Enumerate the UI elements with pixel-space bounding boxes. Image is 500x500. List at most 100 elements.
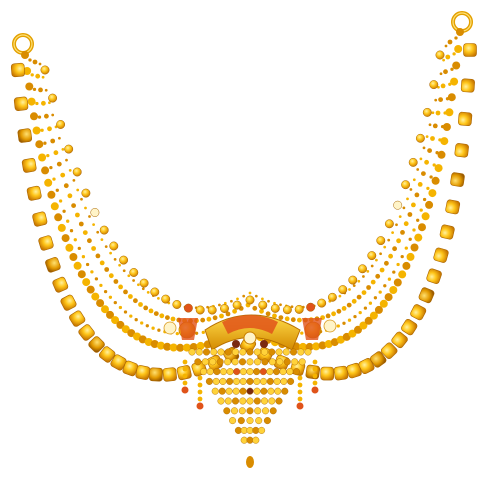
- pendant-bead: [259, 368, 267, 376]
- pendant-bead: [261, 348, 269, 356]
- chain-link: [61, 148, 65, 151]
- chain-link: [402, 206, 406, 210]
- chain-link: [223, 301, 227, 305]
- chain-link: [393, 278, 402, 287]
- chain-link: [212, 315, 218, 321]
- chain-link: [159, 313, 165, 319]
- chain-link: [236, 297, 239, 301]
- chain-link: [194, 331, 199, 335]
- chain-link: [84, 206, 87, 210]
- chain-link: [106, 310, 114, 319]
- chain-link: [165, 315, 170, 320]
- round-bead: [232, 300, 242, 310]
- pendant-bead: [201, 358, 209, 366]
- chain-link: [431, 176, 440, 185]
- round-bead: [99, 225, 109, 235]
- round-bead: [401, 180, 411, 190]
- pendant-bead: [282, 348, 290, 356]
- chain-link: [318, 341, 327, 350]
- pendant-bead: [216, 358, 224, 366]
- round-bead: [207, 305, 217, 315]
- square-bead: [162, 367, 177, 382]
- pendant-bead: [200, 368, 208, 376]
- square-bead: [454, 143, 469, 158]
- pendant-bead: [246, 377, 254, 385]
- chain-link: [91, 292, 100, 301]
- chain-link: [95, 253, 101, 259]
- chain-link: [347, 318, 352, 322]
- chain-link: [428, 189, 437, 198]
- chain-link: [82, 230, 88, 236]
- tassel-bead: [297, 389, 303, 395]
- pendant-bead: [273, 368, 281, 376]
- round-bead: [183, 303, 193, 313]
- chain-link: [32, 126, 41, 135]
- chain-link: [56, 161, 62, 167]
- chain-link: [206, 316, 212, 322]
- chain-link: [400, 254, 404, 259]
- round-bead: [358, 264, 367, 274]
- round-bead: [72, 167, 82, 177]
- chain-link: [445, 54, 451, 60]
- round-bead: [56, 120, 66, 129]
- chain-link: [396, 238, 401, 244]
- pendant-bead: [268, 397, 276, 405]
- pendant-bead: [217, 397, 225, 405]
- pendant-bead: [290, 348, 298, 356]
- chain-link: [261, 297, 264, 301]
- chain-link: [437, 150, 446, 159]
- square-bead: [69, 310, 86, 327]
- pendant-bead: [286, 368, 294, 376]
- chain-link: [369, 311, 378, 320]
- square-bead: [135, 365, 151, 380]
- chain-link: [331, 311, 336, 317]
- chain-link: [435, 151, 439, 155]
- chain-link: [351, 298, 357, 304]
- chain-link: [438, 97, 443, 102]
- round-bead: [109, 241, 119, 251]
- chain-link: [252, 305, 258, 311]
- chain-link: [62, 209, 66, 213]
- square-bead: [433, 247, 449, 263]
- chain-link: [396, 262, 400, 267]
- chain-link: [90, 270, 94, 274]
- chain-link: [428, 123, 432, 127]
- chain-link: [424, 159, 429, 165]
- chain-link: [44, 113, 49, 119]
- round-bead: [90, 208, 100, 217]
- pendant-bead: [233, 368, 241, 376]
- chain-link: [356, 294, 362, 300]
- round-bead: [258, 300, 268, 310]
- pendant-bead: [217, 348, 225, 356]
- pendant-bead: [238, 358, 246, 366]
- chain-link: [78, 221, 84, 227]
- chain-link: [58, 199, 63, 203]
- chain-link: [444, 44, 448, 48]
- chain-link: [412, 178, 416, 182]
- pendant-bead: [253, 397, 261, 405]
- chain-link: [118, 263, 121, 267]
- chain-link: [425, 135, 429, 138]
- chain-link: [348, 329, 357, 338]
- chain-link: [46, 153, 50, 158]
- chain-link: [140, 321, 144, 325]
- pendant-bead: [226, 377, 234, 385]
- square-bead: [418, 287, 435, 304]
- round-bead: [306, 302, 316, 312]
- chain-link: [43, 141, 47, 145]
- chain-link: [434, 98, 438, 102]
- chain-link: [330, 338, 339, 347]
- round-bead: [393, 200, 403, 210]
- chain-link: [38, 153, 47, 162]
- pendant-bead: [263, 417, 271, 425]
- round-bead: [150, 287, 160, 297]
- chain-link: [406, 197, 409, 201]
- square-bead: [401, 318, 418, 336]
- square-bead: [445, 199, 461, 215]
- pendant-bead: [292, 368, 300, 376]
- chain-link: [388, 253, 393, 259]
- pendant-bead: [253, 387, 261, 395]
- chain-link: [354, 325, 362, 334]
